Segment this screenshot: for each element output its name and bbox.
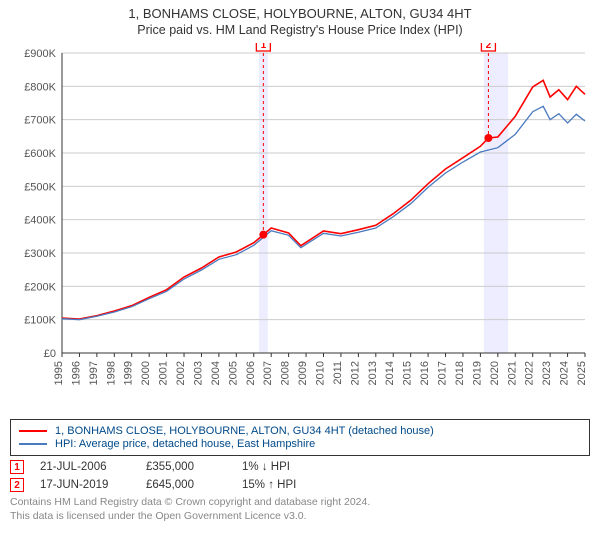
- svg-text:1: 1: [261, 43, 267, 51]
- price-chart: £0 £100K £200K £300K £400K £500K £600K £700K £80…: [10, 43, 590, 413]
- svg-text:£300K: £300K: [24, 248, 56, 260]
- legend-label: HPI: Average price, detached house, East…: [55, 438, 315, 450]
- legend: 1, BONHAMS CLOSE, HOLYBOURNE, ALTON, GU3…: [10, 419, 590, 456]
- svg-text:2000: 2000: [140, 361, 152, 385]
- sale-hpi-delta: 15% ↑ HPI: [242, 479, 312, 491]
- svg-text:£800K: £800K: [24, 81, 56, 93]
- svg-text:2010: 2010: [315, 361, 327, 385]
- legend-swatch: [19, 443, 47, 445]
- svg-text:2009: 2009: [297, 361, 309, 385]
- sale-row: 1 21-JUL-2006 £355,000 1% ↓ HPI: [10, 460, 590, 474]
- svg-text:£500K: £500K: [24, 181, 56, 193]
- sales-table: 1 21-JUL-2006 £355,000 1% ↓ HPI 2 17-JUN-2019…: [10, 460, 590, 492]
- svg-text:2019: 2019: [471, 361, 483, 385]
- svg-text:£0: £0: [44, 348, 56, 360]
- sale-hpi-delta: 1% ↓ HPI: [242, 461, 312, 473]
- legend-swatch: [19, 430, 47, 432]
- svg-text:£600K: £600K: [24, 148, 56, 160]
- svg-text:2013: 2013: [367, 361, 379, 385]
- svg-text:2018: 2018: [454, 361, 466, 385]
- svg-text:2015: 2015: [402, 361, 414, 385]
- svg-text:2021: 2021: [506, 361, 518, 385]
- svg-text:2008: 2008: [280, 361, 292, 385]
- svg-text:2016: 2016: [419, 361, 431, 385]
- svg-text:2006: 2006: [245, 361, 257, 385]
- sale-marker: 2: [10, 478, 24, 492]
- svg-text:2: 2: [486, 43, 492, 51]
- svg-text:1997: 1997: [88, 361, 100, 385]
- svg-text:1999: 1999: [123, 361, 135, 385]
- svg-text:£400K: £400K: [24, 215, 56, 227]
- svg-text:2024: 2024: [559, 361, 571, 385]
- svg-text:2012: 2012: [349, 361, 361, 385]
- attribution-line2: This data is licensed under the Open Gov…: [10, 510, 590, 524]
- svg-text:£100K: £100K: [24, 315, 56, 327]
- title-subtitle: Price paid vs. HM Land Registry's House …: [10, 23, 590, 37]
- attribution-text: Contains HM Land Registry data © Crown c…: [10, 496, 590, 523]
- svg-text:2025: 2025: [576, 361, 588, 385]
- svg-text:2004: 2004: [210, 361, 222, 385]
- chart-title-block: 1, BONHAMS CLOSE, HOLYBOURNE, ALTON, GU3…: [10, 6, 590, 37]
- svg-text:£200K: £200K: [24, 281, 56, 293]
- svg-text:£900K: £900K: [24, 48, 56, 60]
- svg-text:2014: 2014: [384, 361, 396, 385]
- svg-text:2022: 2022: [524, 361, 536, 385]
- svg-text:2007: 2007: [262, 361, 274, 385]
- svg-text:£700K: £700K: [24, 115, 56, 127]
- svg-text:1996: 1996: [70, 361, 82, 385]
- svg-text:2003: 2003: [192, 361, 204, 385]
- svg-text:2017: 2017: [437, 361, 449, 385]
- svg-text:1995: 1995: [53, 361, 65, 385]
- legend-label: 1, BONHAMS CLOSE, HOLYBOURNE, ALTON, GU3…: [55, 425, 434, 437]
- svg-text:2005: 2005: [227, 361, 239, 385]
- sale-date: 17-JUN-2019: [40, 479, 130, 491]
- svg-text:2001: 2001: [158, 361, 170, 385]
- sale-date: 21-JUL-2006: [40, 461, 130, 473]
- svg-text:2002: 2002: [175, 361, 187, 385]
- legend-item: HPI: Average price, detached house, East…: [19, 438, 581, 450]
- svg-text:2020: 2020: [489, 361, 501, 385]
- attribution-line1: Contains HM Land Registry data © Crown c…: [10, 496, 590, 510]
- sale-marker: 1: [10, 460, 24, 474]
- svg-text:1998: 1998: [105, 361, 117, 385]
- sale-row: 2 17-JUN-2019 £645,000 15% ↑ HPI: [10, 478, 590, 492]
- svg-text:2023: 2023: [541, 361, 553, 385]
- legend-item: 1, BONHAMS CLOSE, HOLYBOURNE, ALTON, GU3…: [19, 425, 581, 437]
- title-address: 1, BONHAMS CLOSE, HOLYBOURNE, ALTON, GU3…: [10, 6, 590, 21]
- sale-price: £645,000: [146, 479, 226, 491]
- svg-text:2011: 2011: [332, 361, 344, 385]
- sale-price: £355,000: [146, 461, 226, 473]
